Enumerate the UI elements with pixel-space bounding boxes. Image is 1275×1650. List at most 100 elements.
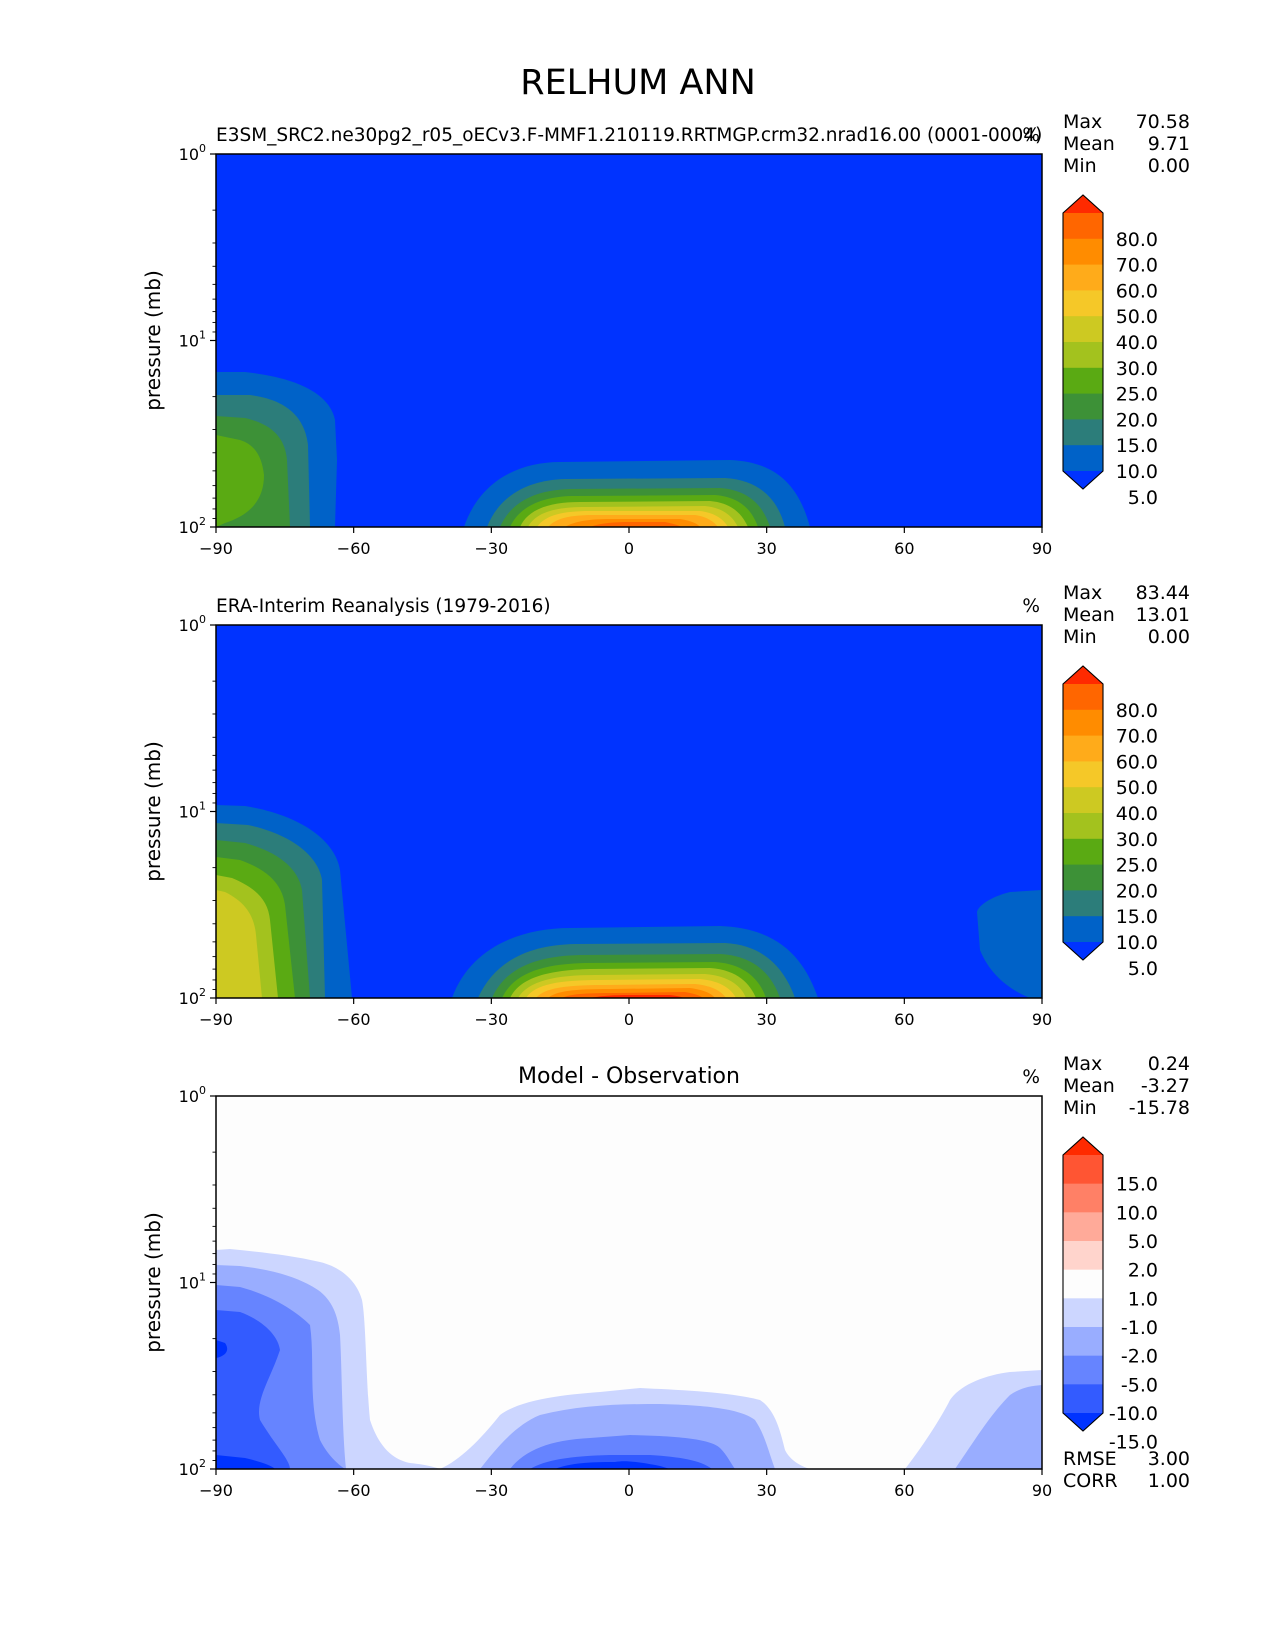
x-axis: −90 −60 −30 0 30 60 90 — [199, 1469, 1052, 1500]
panel-title: ERA-Interim Reanalysis (1979-2016) — [216, 596, 551, 617]
colorbar-segment — [1063, 709, 1103, 737]
x-tick-label: 30 — [756, 539, 776, 558]
colorbar-extend-min — [1063, 471, 1103, 489]
colorbar-label: 10.0 — [1116, 1202, 1158, 1224]
colorbar-label: 20.0 — [1116, 409, 1158, 431]
contour-fill — [955, 1385, 1042, 1469]
colorbar-segment — [1063, 864, 1103, 891]
x-tick-label: −30 — [474, 539, 508, 558]
contour-fill — [555, 1461, 670, 1469]
colorbar-label: 30.0 — [1116, 358, 1158, 380]
colorbar-segment — [1063, 1327, 1103, 1357]
colorbar-label: 80.0 — [1116, 700, 1158, 722]
colorbar-label: 5.0 — [1128, 487, 1158, 509]
stats-block: Max 83.44 Mean 13.01 Min 0.00 — [1063, 582, 1190, 648]
colorbar-label: 15.0 — [1116, 435, 1158, 457]
x-tick-label: 90 — [1032, 539, 1052, 558]
stat-label: Max — [1063, 582, 1102, 604]
colorbar-label: -10.0 — [1109, 1403, 1158, 1425]
footer-stat-value: 3.00 — [1148, 1448, 1190, 1470]
y-tick-label: 101 — [179, 329, 206, 351]
x-tick-label: 60 — [894, 1010, 914, 1029]
y-axis: 100 101 102 — [179, 142, 216, 537]
colorbar-segment — [1063, 890, 1103, 917]
colorbar-label: 1.0 — [1128, 1288, 1158, 1310]
x-tick-label: −30 — [474, 1481, 508, 1500]
colorbar-outline — [1062, 194, 1104, 490]
panel-model: E3SM_SRC2.ne30pg2_r05_oECv3.F-MMF1.21011… — [141, 111, 1190, 558]
units-label: % — [1022, 1067, 1040, 1088]
colorbar-outline — [1062, 1136, 1104, 1432]
colorbar-segment — [1063, 735, 1103, 762]
colorbar-label: 15.0 — [1116, 1174, 1158, 1196]
x-tick-label: −30 — [474, 1010, 508, 1029]
stat-label: Min — [1063, 155, 1097, 177]
x-tick-label: 0 — [624, 1010, 634, 1029]
colorbar-label: 60.0 — [1116, 280, 1158, 302]
colorbar-segment — [1063, 838, 1103, 866]
colorbar-segment — [1063, 213, 1103, 240]
colorbar-label: 2.0 — [1128, 1260, 1158, 1282]
colorbar-segment — [1063, 761, 1103, 788]
y-axis-label: pressure (mb) — [141, 1212, 165, 1353]
colorbar-label: -5.0 — [1121, 1374, 1158, 1396]
colorbar-segment — [1063, 1241, 1103, 1271]
footer-stat-label: CORR — [1063, 1470, 1118, 1492]
colorbar-label: -1.0 — [1121, 1317, 1158, 1339]
stat-value: 0.00 — [1148, 626, 1190, 648]
stat-label: Min — [1063, 1097, 1097, 1119]
colorbar-label: -15.0 — [1109, 1432, 1158, 1454]
colorbar-segment — [1063, 813, 1103, 840]
colorbar-label: 70.0 — [1116, 255, 1158, 277]
units-label: % — [1022, 596, 1040, 617]
colorbar-label: 40.0 — [1116, 803, 1158, 825]
colorbar: 80.0 70.0 60.0 50.0 40.0 30.0 25.0 20.0 15.0 10.0… — [1062, 194, 1158, 509]
y-tick-label: 102 — [179, 1457, 206, 1479]
contour-fill — [977, 890, 1042, 998]
x-tick-label: −60 — [337, 1481, 371, 1500]
contour-fill — [216, 1455, 275, 1469]
y-tick-label: 101 — [179, 800, 206, 822]
contour-fill — [216, 1340, 228, 1358]
colorbar-segment — [1063, 1269, 1103, 1299]
x-tick-label: 30 — [756, 1481, 776, 1500]
y-tick-label: 100 — [179, 613, 206, 635]
colorbar-segment — [1063, 684, 1103, 711]
colorbar-segment — [1063, 1183, 1103, 1213]
footer-stats: RMSE 3.00 CORR 1.00 — [1063, 1448, 1190, 1492]
colorbar-segment — [1063, 787, 1103, 814]
colorbar-label: 10.0 — [1116, 461, 1158, 483]
contour-field — [216, 625, 1042, 998]
contour-field — [216, 1096, 1042, 1469]
x-tick-label: 30 — [756, 1010, 776, 1029]
colorbar-segment — [1063, 1212, 1103, 1242]
x-tick-label: 60 — [894, 539, 914, 558]
x-tick-label: −90 — [199, 1010, 233, 1029]
stat-label: Max — [1063, 111, 1102, 133]
colorbar-label: 50.0 — [1116, 306, 1158, 328]
stat-label: Min — [1063, 626, 1097, 648]
x-tick-label: 0 — [624, 539, 634, 558]
colorbar: 80.0 70.0 60.0 50.0 40.0 30.0 25.0 20.0 15.0 10.0… — [1062, 665, 1158, 980]
colorbar-label: 50.0 — [1116, 777, 1158, 799]
y-tick-label: 100 — [179, 1084, 206, 1106]
y-axis-label: pressure (mb) — [141, 270, 165, 411]
stat-value: 9.71 — [1148, 133, 1190, 155]
x-tick-label: −90 — [199, 539, 233, 558]
colorbar-segment — [1063, 290, 1103, 317]
panel-title: E3SM_SRC2.ne30pg2_r05_oECv3.F-MMF1.21011… — [216, 125, 1042, 146]
colorbar-extend-min — [1063, 942, 1103, 960]
colorbar-label: 30.0 — [1116, 829, 1158, 851]
contour-fill — [216, 1310, 290, 1469]
footer-stat-label: RMSE — [1063, 1448, 1117, 1470]
colorbar-label: 40.0 — [1116, 332, 1158, 354]
x-tick-label: −90 — [199, 1481, 233, 1500]
units-label: % — [1022, 125, 1040, 146]
colorbar-segment — [1063, 1384, 1103, 1414]
colorbar-segment — [1063, 419, 1103, 446]
stat-value: -15.78 — [1129, 1097, 1190, 1119]
y-axis: 100 101 102 — [179, 1084, 216, 1479]
contour-fill — [590, 522, 682, 527]
stat-label: Mean — [1063, 1075, 1115, 1097]
x-tick-label: 90 — [1032, 1481, 1052, 1500]
